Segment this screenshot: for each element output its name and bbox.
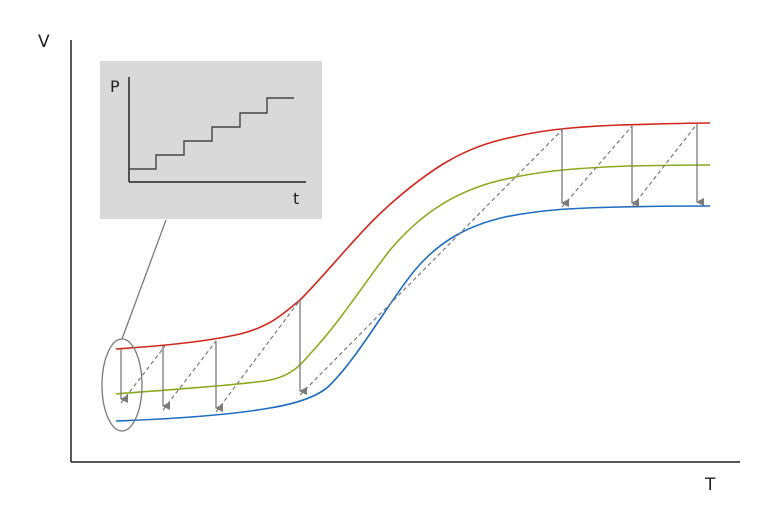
inset-step-line [129,97,294,170]
x-axis-label: T [704,475,716,495]
dashed-ramp [120,345,166,404]
dashed-ramp [215,299,301,413]
lower-curve [115,205,711,422]
y-axis-label: V [38,32,50,52]
inset-leader-line [121,219,167,340]
dashed-ramps [120,123,698,413]
inset-panel: P t [100,61,322,219]
inset-background [100,61,322,219]
upper-curve [115,122,711,350]
dashed-ramp [299,129,563,396]
drop-arrows [120,124,704,412]
inset-x-label: t [293,189,299,208]
middle-curve [115,164,711,395]
dashed-ramp [561,125,633,208]
highlight-ellipse [101,338,143,432]
inset-y-label: P [110,77,120,96]
dashed-ramp [631,123,698,208]
dashed-ramp [162,340,217,411]
